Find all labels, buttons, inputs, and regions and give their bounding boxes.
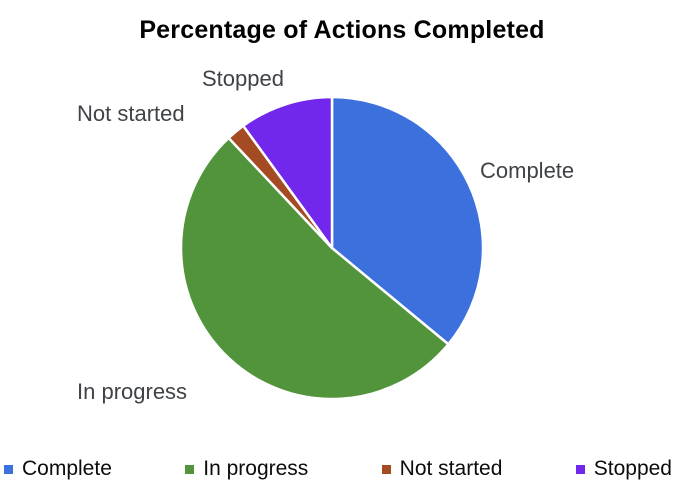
slice-label-in-progress: In progress: [77, 379, 188, 404]
legend-swatch-complete-icon: [4, 464, 13, 474]
pie-slice-in-progress[interactable]: [179, 136, 450, 401]
slice-label-stopped: Stopped: [202, 66, 284, 91]
legend-label: In progress: [203, 457, 309, 480]
legend: Complete In progress Not started Stopped: [0, 457, 684, 481]
legend-item-not-started[interactable]: Not started: [381, 457, 503, 481]
legend-label: Not started: [399, 457, 503, 480]
pie-slice-stopped[interactable]: [241, 95, 334, 250]
legend-label: Complete: [22, 457, 112, 480]
legend-label: Stopped: [593, 457, 672, 480]
legend-swatch-stopped-icon: [575, 464, 585, 474]
pie-slice-complete[interactable]: [330, 95, 485, 346]
slice-label-not-started: Not started: [77, 101, 185, 126]
legend-swatch-not-started-icon: [381, 464, 391, 474]
chart-title: Percentage of Actions Completed: [139, 16, 545, 44]
legend-item-in-progress[interactable]: In progress: [185, 457, 308, 481]
legend-item-complete[interactable]: Complete: [4, 457, 112, 481]
slice-label-complete: Complete: [480, 158, 575, 183]
legend-swatch-in-progress-icon: [185, 464, 195, 474]
legend-item-stopped[interactable]: Stopped: [575, 457, 672, 481]
